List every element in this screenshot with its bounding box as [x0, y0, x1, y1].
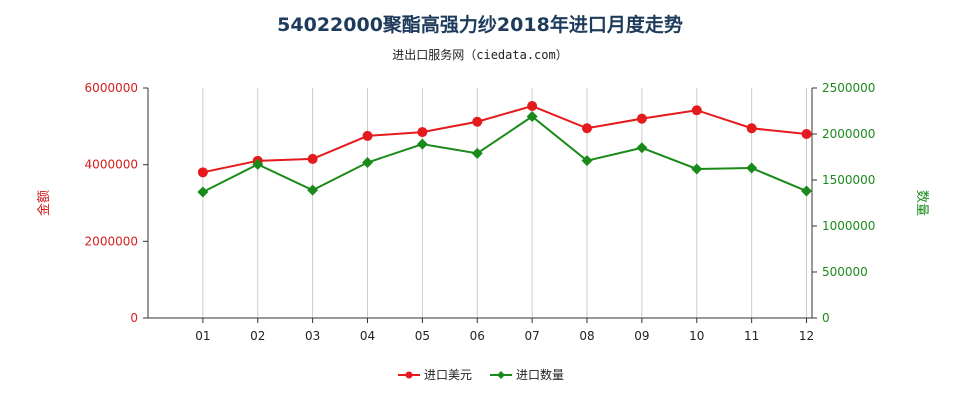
data-point [307, 184, 319, 196]
data-point [691, 163, 703, 175]
chart-title: 54022000聚酯高强力纱2018年进口月度走势 [277, 14, 683, 36]
y-right-tick-label: 1500000 [822, 173, 875, 187]
data-point [582, 123, 593, 134]
data-point [252, 158, 264, 170]
data-point [636, 113, 647, 124]
y-left-tick-label: 0 [130, 311, 138, 325]
data-point [691, 105, 702, 116]
y-axis-left-title: 金额 [36, 190, 52, 216]
y-right-tick-label: 2000000 [822, 127, 875, 141]
x-tick-label: 03 [305, 329, 320, 343]
y-right-tick-label: 0 [822, 311, 830, 325]
data-point [362, 130, 373, 141]
y-left-tick-label: 2000000 [85, 234, 138, 248]
data-point [526, 111, 538, 123]
tick-labels: 0 2000000 4000000 6000000 0 500000 1000000 1500… [85, 81, 876, 343]
chart-subtitle: 进出口服务网（ciedata.com） [392, 48, 568, 62]
x-tick-label: 05 [415, 329, 430, 343]
y-axis-right-title: 数量 [914, 190, 929, 216]
data-point [581, 155, 593, 167]
x-tick-label: 08 [579, 329, 594, 343]
series [197, 101, 813, 198]
x-tick-label: 10 [689, 329, 704, 343]
data-point [471, 147, 483, 159]
legend: 进口美元 进口数量 [398, 367, 564, 382]
data-point [746, 123, 757, 134]
x-tick-label: 02 [250, 329, 265, 343]
x-tick-label: 07 [524, 329, 539, 343]
y-left-tick-label: 6000000 [85, 81, 138, 95]
y-left-tick-label: 4000000 [85, 158, 138, 172]
data-point [636, 142, 648, 154]
data-point [527, 101, 538, 112]
data-point [416, 138, 428, 150]
axes [143, 87, 817, 323]
series-line-2 [202, 115, 807, 193]
data-point [746, 162, 758, 174]
data-point [197, 167, 208, 178]
series-line-1 [202, 104, 807, 174]
y-right-tick-label: 1000000 [822, 219, 875, 233]
data-point [362, 157, 374, 169]
y-right-tick-label: 500000 [822, 265, 868, 279]
legend-label: 进口数量 [516, 367, 564, 382]
data-point [801, 185, 813, 197]
x-tick-label: 09 [634, 329, 649, 343]
data-point [197, 186, 209, 198]
data-point [472, 116, 483, 127]
x-tick-label: 04 [360, 329, 375, 343]
data-point [801, 129, 812, 139]
x-tick-label: 11 [744, 329, 759, 343]
x-tick-label: 12 [799, 329, 814, 343]
legend-marker [405, 371, 413, 379]
grid-lines [202, 88, 808, 318]
data-point [307, 153, 318, 164]
y-right-tick-label: 2500000 [822, 81, 875, 95]
x-tick-label: 01 [195, 329, 210, 343]
data-point [417, 127, 428, 138]
legend-label: 进口美元 [424, 368, 472, 382]
x-tick-label: 06 [470, 329, 485, 343]
legend-marker [497, 371, 505, 379]
